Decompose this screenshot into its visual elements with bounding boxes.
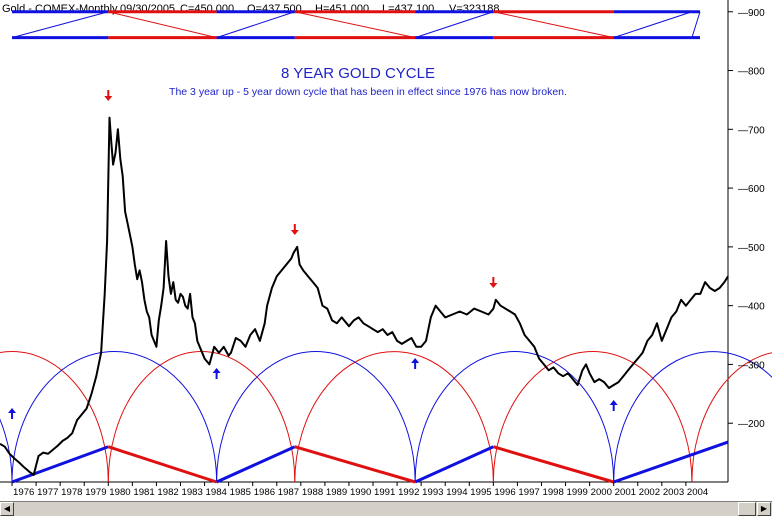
blue-cycle-arc	[0, 418, 13, 483]
x-tick-label: 1994	[446, 487, 468, 498]
cycle-band-diagonal	[414, 11, 494, 39]
y-axis: —200 —300 —400 —500 —600 —700 —800 —900	[728, 8, 765, 430]
plot-frame	[0, 0, 729, 483]
y-tick-label: —600	[738, 184, 765, 195]
x-tick-label: 1976	[13, 487, 34, 498]
blue-cycle-arc	[11, 351, 218, 483]
down-arrow-head	[489, 283, 498, 288]
up-arrow-head	[8, 408, 17, 413]
x-tick-label: 1979	[85, 487, 106, 498]
y-tick-label: —400	[738, 302, 765, 313]
x-tick-label: 1988	[302, 487, 323, 498]
down-arrow-head	[290, 230, 299, 235]
cycle-up-leg	[11, 445, 109, 484]
x-tick-label: 1998	[542, 487, 563, 498]
x-tick-label: 1989	[326, 487, 347, 498]
x-tick-label: 1992	[398, 487, 419, 498]
x-tick-label: 2002	[639, 487, 660, 498]
cycle-up-leg	[414, 445, 494, 484]
cycle-band-diagonal	[108, 11, 217, 39]
red-cycle-arc	[294, 351, 494, 483]
cycle-down-leg	[492, 445, 615, 484]
x-tick-label: 2004	[687, 487, 709, 498]
down-arrow-head	[104, 96, 113, 101]
cycle-band-diagonal	[613, 11, 693, 39]
up-arrow-head	[411, 358, 420, 363]
cycle-band-diagonal	[691, 11, 701, 38]
cycle-up-leg	[613, 440, 729, 484]
price-series	[0, 116, 729, 476]
y-tick-label: —900	[738, 8, 765, 19]
y-tick-label: —200	[738, 419, 765, 430]
red-cycle-arc	[107, 351, 296, 483]
cycle-up-leg	[215, 445, 296, 484]
cycle-band-diagonal	[294, 11, 416, 39]
x-tick-label: 1977	[37, 487, 58, 498]
cycle-band-diagonal	[11, 11, 109, 39]
cycle-band-diagonal	[216, 11, 295, 39]
gold-cycle-chart: Gold - COMEX-Monthly 09/30/2005 C=450.00…	[0, 0, 772, 498]
red-cycle-arc	[0, 351, 109, 483]
blue-cycle-arc	[216, 351, 416, 483]
cycle-zigzag	[11, 440, 729, 484]
x-tick-label: 1983	[181, 487, 202, 498]
arrow-right-icon[interactable]: ▶	[757, 502, 771, 516]
x-tick-label: 2000	[591, 487, 612, 498]
cycle-down-leg	[107, 445, 218, 484]
cycle-band-diagonal	[493, 11, 614, 39]
x-tick-label: 1999	[567, 487, 588, 498]
cycle-band	[11, 10, 701, 40]
blue-cycle-arc	[613, 351, 772, 483]
y-tick-label: —800	[738, 67, 765, 78]
x-tick-label: 2001	[615, 487, 636, 498]
red-cycle-arc	[691, 352, 772, 483]
x-tick-label: 1981	[133, 487, 154, 498]
up-arrow-head	[212, 368, 221, 373]
x-tick-label: 1987	[278, 487, 299, 498]
x-tick-label: 1978	[61, 487, 82, 498]
y-tick-label: —300	[738, 360, 765, 371]
x-tick-label: 1980	[109, 487, 130, 498]
x-tick-label: 1986	[254, 487, 275, 498]
x-tick-label: 1985	[230, 487, 251, 498]
horizontal-scrollbar[interactable]: ◀ ▶	[0, 501, 772, 516]
x-axis: 1976 1977 1978 1979 1980 1981 1982 1983 1984 1985…	[11, 482, 709, 498]
blue-cycle-arc	[414, 351, 615, 483]
cycle-down-leg	[294, 445, 416, 484]
up-arrow-head	[609, 400, 618, 405]
x-tick-label: 1996	[494, 487, 515, 498]
arrow-left-icon[interactable]: ◀	[0, 502, 14, 516]
chart-title: 8 YEAR GOLD CYCLE	[281, 65, 435, 82]
x-tick-label: 1995	[470, 487, 491, 498]
cycle-arcs	[0, 351, 772, 483]
chart-subtitle: The 3 year up - 5 year down cycle that h…	[169, 86, 567, 98]
y-tick-label: —500	[738, 243, 765, 254]
x-tick-label: 1982	[157, 487, 178, 498]
scrollbar-thumb[interactable]	[738, 502, 756, 516]
x-tick-label: 1984	[206, 487, 228, 498]
cycle-arrows	[8, 90, 618, 419]
x-tick-label: 1990	[350, 487, 371, 498]
x-tick-label: 1997	[518, 487, 539, 498]
red-cycle-arc	[492, 351, 693, 483]
y-tick-label: —700	[738, 125, 765, 136]
x-tick-label: 1993	[422, 487, 443, 498]
gold-price-line	[0, 116, 729, 476]
x-tick-label: 2003	[663, 487, 684, 498]
x-tick-label: 1991	[374, 487, 395, 498]
